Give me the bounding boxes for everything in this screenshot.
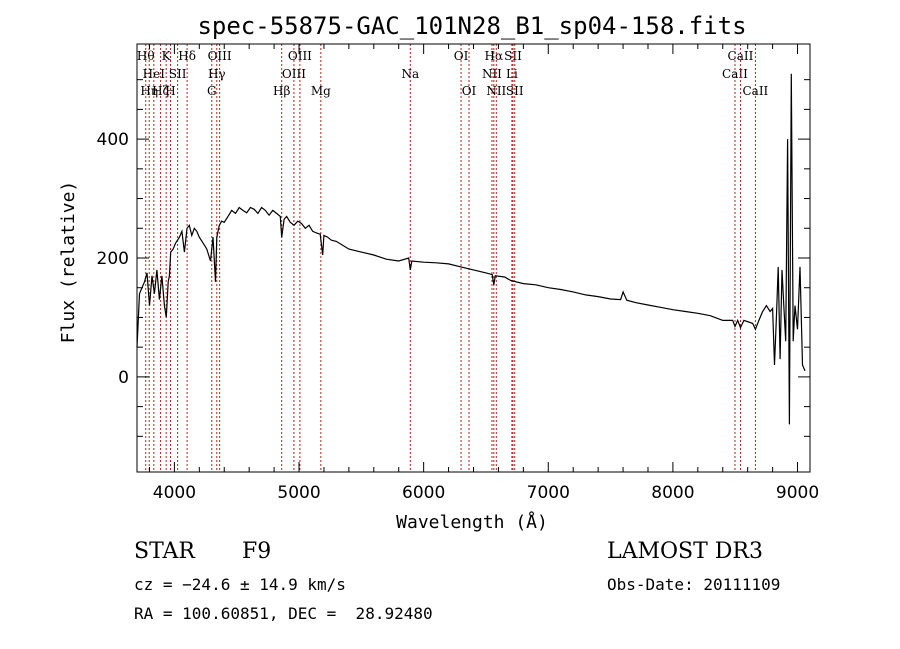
spectral-line-markers: Hθ Hη HeI Hζ K H SII Hδ G Hγ OIII Hβ OIII OIII Mg Na OI O… [137, 44, 769, 472]
observation-date: Obs-Date: 20111109 [607, 575, 781, 594]
x-tick-label-5: 9000 [776, 483, 819, 503]
line-marker-label-25: CaII [728, 49, 754, 63]
line-marker-label-3: Hζ [152, 84, 169, 98]
coordinates-readout: RA = 100.60851, DEC = 28.92480 [134, 604, 433, 623]
line-marker-label-6: SII [169, 67, 187, 81]
line-marker-label-19: Hα [485, 49, 504, 63]
line-marker-label-24: CaII [722, 67, 748, 81]
redshift-readout: cz = −24.6 ± 14.9 km/s [134, 575, 346, 594]
chart-title: spec-55875-GAC_101N28_B1_sp04-158.fits [197, 12, 746, 40]
line-marker-label-8: G [207, 84, 217, 98]
line-marker-label-14: Mg [311, 84, 331, 98]
plot-frame [136, 43, 811, 473]
y-tick-label-2: 400 [97, 130, 129, 150]
flux-series-line [136, 73, 806, 425]
y-axis-label: Flux (relative) [58, 181, 79, 344]
line-marker-label-23: SII [506, 84, 524, 98]
line-marker-label-11: Hβ [273, 84, 290, 98]
line-marker-label-18: NII [482, 67, 502, 81]
y-axis-ticks: 0 200 400 [97, 79, 810, 437]
line-marker-label-26: CaII [742, 84, 768, 98]
line-marker-label-12: OIII [282, 67, 306, 81]
line-marker-label-7: Hδ [178, 49, 196, 63]
line-marker-label-9: Hγ [208, 67, 226, 81]
line-marker-label-13: OIII [288, 49, 312, 63]
line-marker-label-15: Na [401, 67, 419, 81]
survey-name: LAMOST DR3 [607, 539, 763, 564]
object-class: STAR [134, 539, 195, 564]
y-tick-label-1: 200 [97, 249, 129, 269]
x-axis-ticks: 4000 5000 6000 7000 8000 9000 [148, 44, 819, 503]
line-marker-label-21: Li [506, 67, 518, 81]
line-marker-label-4: K [162, 49, 172, 63]
line-marker-label-1: Hη [140, 84, 158, 98]
x-tick-label-0: 4000 [153, 483, 196, 503]
x-tick-label-1: 5000 [277, 483, 320, 503]
y-tick-label-0: 0 [118, 368, 129, 388]
x-axis-label: Wavelength (Å) [396, 511, 548, 533]
x-tick-label-4: 8000 [651, 483, 694, 503]
line-marker-label-2: HeI [143, 67, 166, 81]
object-subclass: F9 [242, 539, 272, 564]
line-marker-label-0: Hθ [137, 49, 155, 63]
line-marker-label-10: OIII [208, 49, 232, 63]
x-tick-label-2: 6000 [402, 483, 445, 503]
line-marker-label-16: OI [454, 49, 469, 63]
line-marker-label-5: H [165, 84, 175, 98]
line-marker-label-20: NII [486, 84, 506, 98]
line-marker-label-22: SII [504, 49, 522, 63]
line-marker-label-17: OI [462, 84, 477, 98]
x-tick-label-3: 7000 [527, 483, 570, 503]
